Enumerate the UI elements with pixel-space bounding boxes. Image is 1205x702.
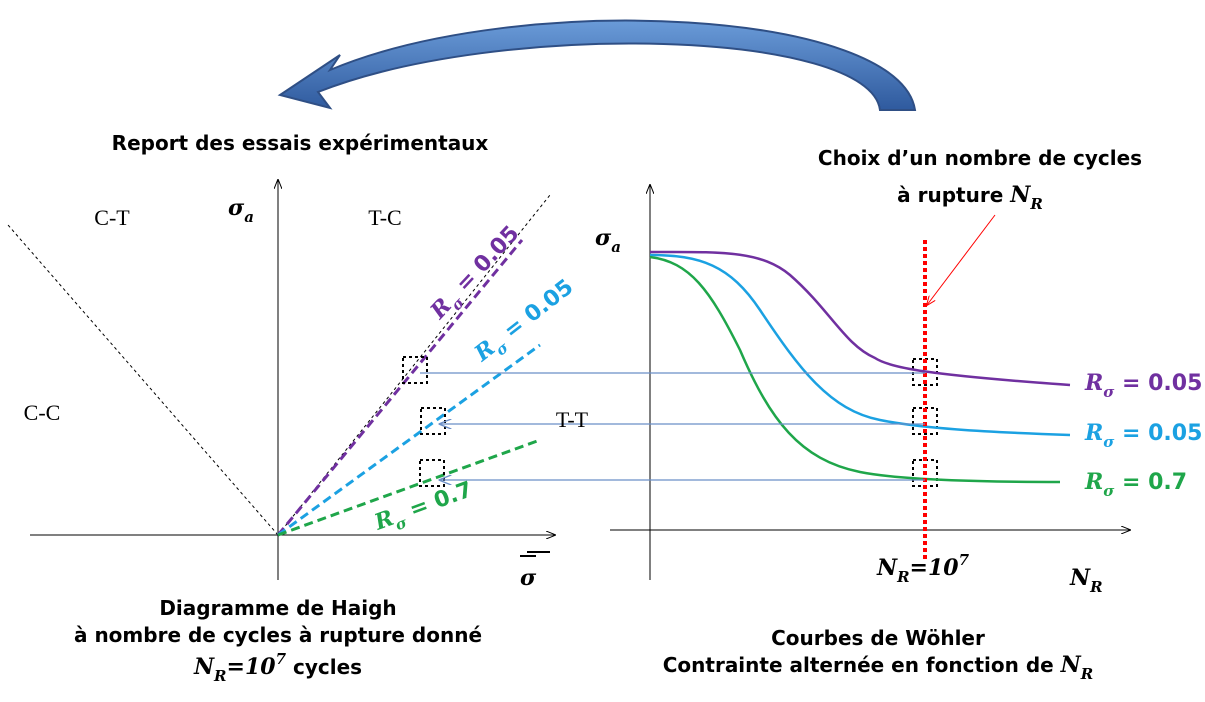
math-part: R (1084, 469, 1103, 495)
math-label: σ (520, 565, 537, 591)
math-part: = 0.7 (399, 477, 476, 525)
math-part: N (1009, 182, 1031, 208)
haigh-lines (276, 239, 541, 537)
math-part: R (1029, 195, 1042, 213)
math-part: σ (595, 225, 612, 251)
math-part: = 0.05 (446, 221, 524, 302)
math-part: N (193, 654, 215, 680)
math-label: Rσ = 0.7 (370, 476, 477, 540)
label: T-C (368, 205, 401, 230)
test-points (402, 356, 938, 487)
label: à nombre de cycles à rupture donné (74, 623, 482, 647)
math-part: σ (1103, 433, 1115, 451)
label: T-T (556, 407, 589, 432)
math-part: a (244, 208, 254, 226)
math-label: σa (595, 225, 621, 256)
math-part: R (896, 568, 909, 586)
math-part: R (1084, 420, 1103, 446)
haigh-line (277, 343, 541, 537)
math-part: = 0.05 (1114, 371, 1202, 396)
math-label: Rσ = 0.05 (1084, 370, 1202, 401)
math-label: NR=107 (876, 551, 970, 586)
math-part: à rupture (897, 183, 1010, 207)
label: C-C (24, 400, 61, 425)
math-part: R (1084, 370, 1103, 396)
label: C-T (94, 205, 130, 230)
math-part: σ (520, 565, 537, 591)
math-part: N (1069, 565, 1091, 591)
wohler-curve (649, 253, 1071, 437)
math-label: NR (1069, 565, 1103, 596)
math-part: σ (1103, 383, 1115, 401)
haigh-axes (7, 180, 555, 580)
haigh-line (276, 239, 524, 536)
math-part: N (1060, 652, 1082, 678)
math-label: à rupture NR (897, 182, 1043, 213)
math-part: 7 (959, 551, 970, 569)
math-part: a (611, 238, 621, 256)
label: Report des essais expérimentaux (112, 131, 489, 155)
label: Choix d’un nombre de cycles (818, 146, 1142, 170)
math-part: σ (1103, 482, 1115, 500)
math-part: Contrainte alternée en fonction de (663, 653, 1061, 677)
math-part: = 0.05 (493, 275, 578, 349)
math-part: = 0.7 (1114, 470, 1187, 495)
math-part: R (1089, 578, 1102, 596)
wohler-curve (649, 250, 1071, 387)
math-label: Rσ = 0.05 (425, 220, 528, 328)
math-part: = 0.05 (1114, 421, 1202, 446)
math-label: Rσ = 0.05 (1084, 420, 1202, 451)
math-part: 7 (276, 650, 287, 668)
math-label: Rσ = 0.05 (469, 274, 581, 371)
math-part: =10 (227, 654, 277, 680)
wohler-curve (649, 255, 1061, 484)
math-part: σ (228, 195, 245, 221)
pointer (927, 214, 996, 305)
transfer-arrows (420, 372, 925, 480)
math-label: Contrainte alternée en fonction de NR (663, 652, 1094, 683)
math-part: =10 (910, 555, 960, 581)
math-part: R (213, 667, 226, 685)
math-part: cycles (286, 655, 362, 679)
math-label: σa (228, 195, 254, 226)
label: Courbes de Wöhler (771, 626, 985, 650)
math-part: N (876, 555, 898, 581)
math-label: NR=107 cycles (193, 650, 362, 685)
math-part: R (1080, 665, 1093, 683)
haigh-line (277, 438, 541, 537)
label: Diagramme de Haigh (159, 596, 396, 620)
wohler-curves (649, 250, 1071, 484)
math-part: R (469, 335, 500, 367)
curved-arrow (277, 19, 917, 111)
math-label: Rσ = 0.7 (1084, 469, 1187, 500)
